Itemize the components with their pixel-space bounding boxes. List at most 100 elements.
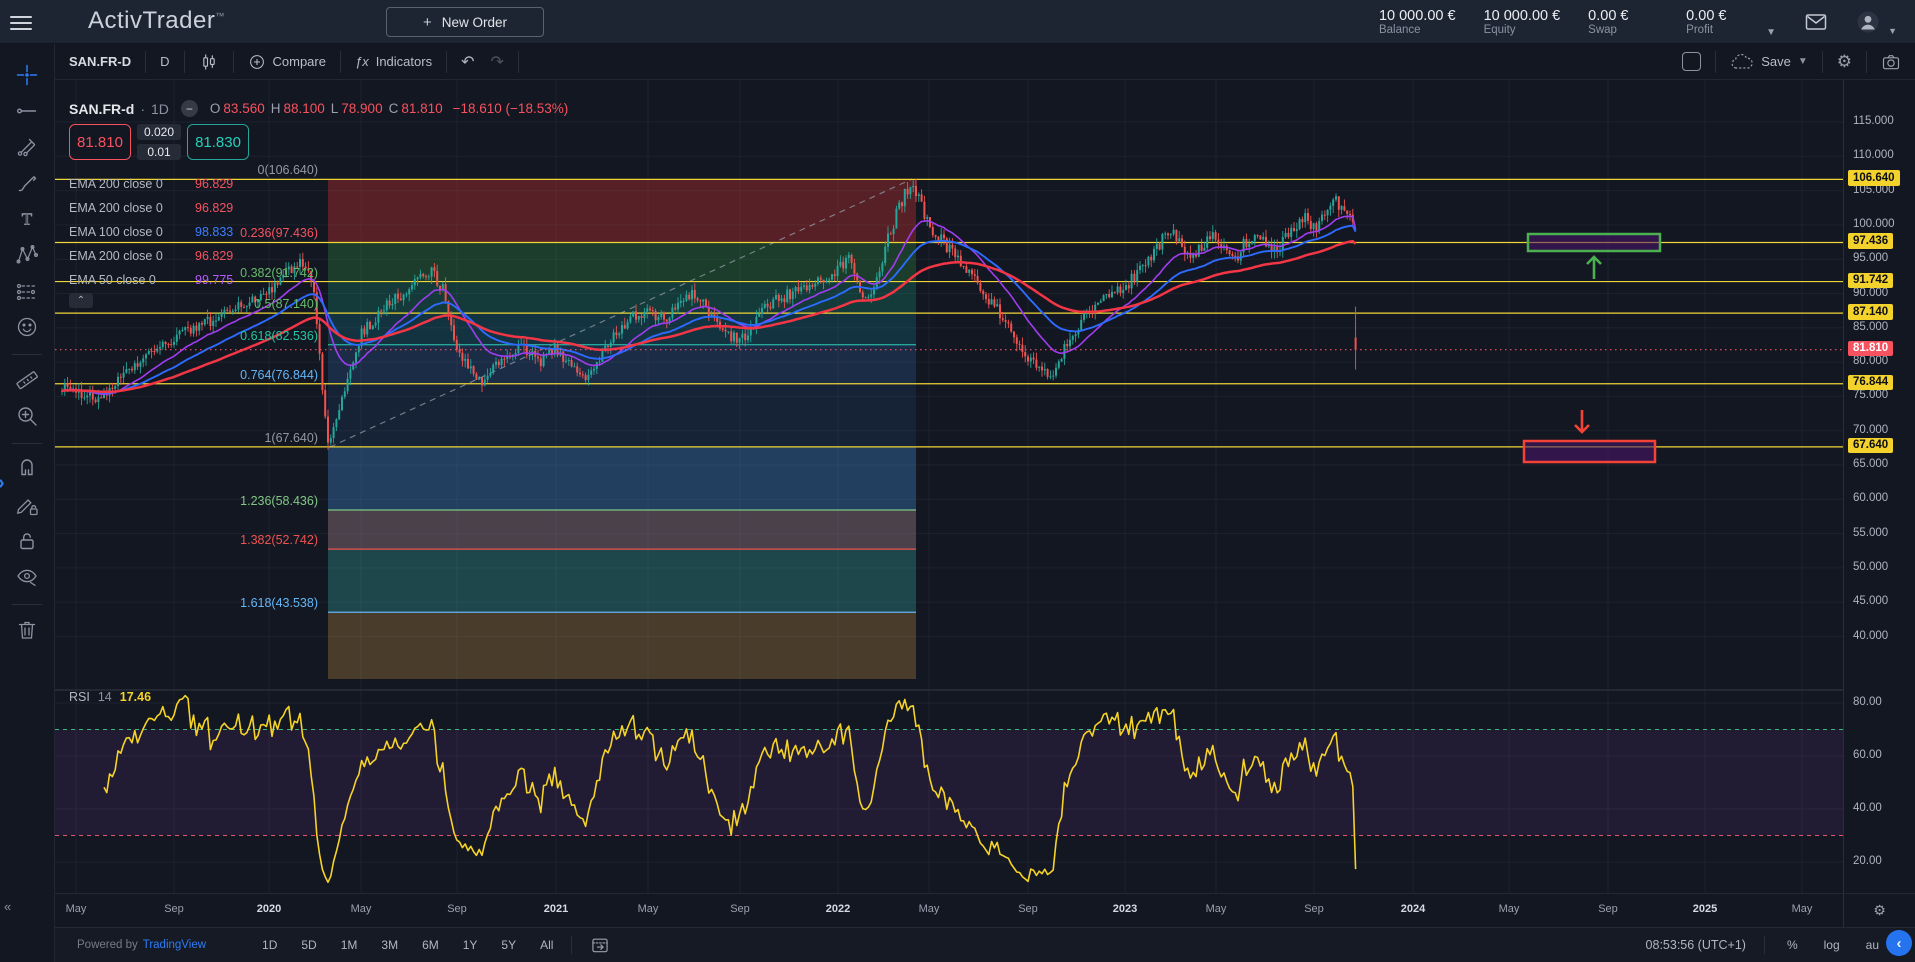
pitchfork-tool[interactable]: [10, 130, 44, 164]
time-tick: 2022: [826, 903, 850, 915]
sell-bid-button[interactable]: 81.810: [69, 124, 131, 160]
rsi-tick: 40.00: [1853, 802, 1882, 814]
hamburger-menu-icon[interactable]: [10, 12, 34, 32]
indicators-button[interactable]: ƒx Indicators: [341, 44, 446, 80]
profit-stat: 0.00 €Profit: [1686, 8, 1756, 37]
new-order-button[interactable]: + New Order: [386, 7, 544, 37]
text-tool[interactable]: T: [10, 202, 44, 236]
level-price-label[interactable]: 106.640: [1848, 170, 1900, 186]
spread-indicator: 0.020 0.01: [137, 124, 181, 160]
range-button-5d[interactable]: 5D: [301, 938, 316, 952]
price-tick: 85.000: [1853, 321, 1888, 333]
plus-icon: +: [423, 14, 432, 31]
percent-scale-button[interactable]: %: [1787, 938, 1798, 952]
mail-icon[interactable]: [1804, 10, 1828, 34]
chart-settings-button[interactable]: ⚙: [1823, 44, 1866, 80]
time-tick: 2024: [1401, 903, 1425, 915]
time-tick: 2021: [544, 903, 568, 915]
chart-canvas[interactable]: [55, 80, 1843, 893]
trademark: ™: [215, 11, 225, 21]
level-price-label[interactable]: 87.140: [1848, 304, 1893, 320]
time-tick: Sep: [1018, 903, 1038, 915]
last-price-label[interactable]: 81.810: [1848, 341, 1893, 357]
range-button-all[interactable]: All: [540, 938, 553, 952]
level-price-label[interactable]: 91.742: [1848, 273, 1893, 289]
watchlist-expand-chevron[interactable]: ›: [0, 472, 5, 495]
range-button-1m[interactable]: 1M: [341, 938, 358, 952]
header: ActivTrader™ + New Order 10 000.00 €Bala…: [0, 0, 1915, 44]
crosshair-tool[interactable]: [10, 58, 44, 92]
symbol-search-button[interactable]: SAN.FR-D: [55, 44, 145, 80]
time-axis[interactable]: MaySep2020MaySep2021MaySep2022MaySep2023…: [55, 893, 1843, 927]
remove-drawings-tool[interactable]: [10, 613, 44, 647]
forecast-tool[interactable]: [10, 274, 44, 308]
level-price-label[interactable]: 97.436: [1848, 233, 1893, 249]
measure-tool[interactable]: [10, 363, 44, 397]
fx-icon: ƒx: [355, 54, 369, 69]
time-tick: 2025: [1693, 903, 1717, 915]
range-button-5y[interactable]: 5Y: [501, 938, 516, 952]
compare-button[interactable]: Compare: [234, 44, 340, 80]
level-price-label[interactable]: 67.640: [1848, 438, 1893, 454]
range-button-6m[interactable]: 6M: [422, 938, 439, 952]
undo-button[interactable]: ↶: [447, 44, 488, 80]
legend-collapse-button[interactable]: ⌃: [69, 293, 93, 308]
cloud-icon: [1730, 53, 1754, 71]
xabcd-pattern-tool[interactable]: [10, 238, 44, 272]
trend-line-tool[interactable]: [10, 94, 44, 128]
price-tick: 100.000: [1853, 218, 1895, 230]
chart-style-button[interactable]: [185, 44, 233, 80]
buy-ask-button[interactable]: 81.830: [187, 124, 249, 160]
rsi-tick: 60.00: [1853, 749, 1882, 761]
drawing-mode-lock-tool[interactable]: [10, 488, 44, 522]
layout-select-button[interactable]: [1668, 44, 1715, 80]
redo-button[interactable]: ↷: [488, 44, 517, 80]
history-chevron-icon[interactable]: «: [4, 899, 11, 914]
lock-all-tool[interactable]: [10, 524, 44, 558]
legend-minus-icon[interactable]: −: [181, 100, 198, 117]
level-price-label[interactable]: 76.844: [1848, 375, 1893, 391]
price-tick: 80.000: [1853, 355, 1888, 367]
tradingview-link[interactable]: TradingView: [143, 939, 206, 951]
avatar-caret-icon[interactable]: ▼: [1888, 26, 1897, 44]
spread-value: 0.020: [137, 124, 181, 140]
time-tick: Sep: [164, 903, 184, 915]
emoji-tool[interactable]: [10, 310, 44, 344]
gear-icon: ⚙: [1837, 52, 1852, 72]
magnet-tool[interactable]: [10, 452, 44, 486]
swap-stat: 0.00 €Swap: [1588, 8, 1658, 37]
zoom-in-tool[interactable]: [10, 399, 44, 433]
clock[interactable]: 08:53:56 (UTC+1): [1646, 938, 1746, 952]
chart-plot[interactable]: [55, 80, 1843, 893]
range-button-3m[interactable]: 3M: [381, 938, 398, 952]
drawing-toolbar: T: [0, 44, 55, 962]
activtrader-app: ActivTrader™ + New Order 10 000.00 €Bala…: [0, 0, 1915, 962]
hide-drawings-tool[interactable]: [10, 560, 44, 594]
range-button-1y[interactable]: 1Y: [463, 938, 478, 952]
price-tick: 70.000: [1853, 424, 1888, 436]
range-button-1d[interactable]: 1D: [262, 938, 277, 952]
time-tick: May: [1792, 903, 1813, 915]
rsi-tick: 20.00: [1853, 855, 1882, 867]
price-tick: 110.000: [1853, 149, 1894, 161]
time-tick: Sep: [1304, 903, 1324, 915]
collapse-panel-fab[interactable]: ‹: [1886, 930, 1912, 956]
price-tick: 60.000: [1853, 492, 1888, 504]
price-axis[interactable]: 115.000110.000105.000100.00095.00090.000…: [1843, 80, 1915, 893]
time-tick: May: [919, 903, 940, 915]
account-caret-icon[interactable]: ▼: [1766, 27, 1776, 44]
price-tick: 95.000: [1853, 252, 1888, 264]
camera-icon: [1881, 52, 1901, 72]
interval-button[interactable]: D: [146, 44, 183, 80]
axis-settings-corner[interactable]: ⚙: [1843, 893, 1915, 927]
save-button[interactable]: Save ▼: [1716, 44, 1822, 80]
go-to-date-icon[interactable]: [590, 935, 610, 955]
log-scale-button[interactable]: log: [1824, 938, 1840, 952]
screenshot-button[interactable]: [1867, 44, 1915, 80]
range-buttons: 1D 5D 1M 3M 6M 1Y 5Y All: [262, 938, 553, 952]
time-tick: May: [638, 903, 659, 915]
equity-stat: 10 000.00 €Equity: [1484, 8, 1561, 37]
auto-scale-button[interactable]: au: [1866, 938, 1879, 952]
avatar-icon[interactable]: [1856, 10, 1880, 34]
brush-tool[interactable]: [10, 166, 44, 200]
